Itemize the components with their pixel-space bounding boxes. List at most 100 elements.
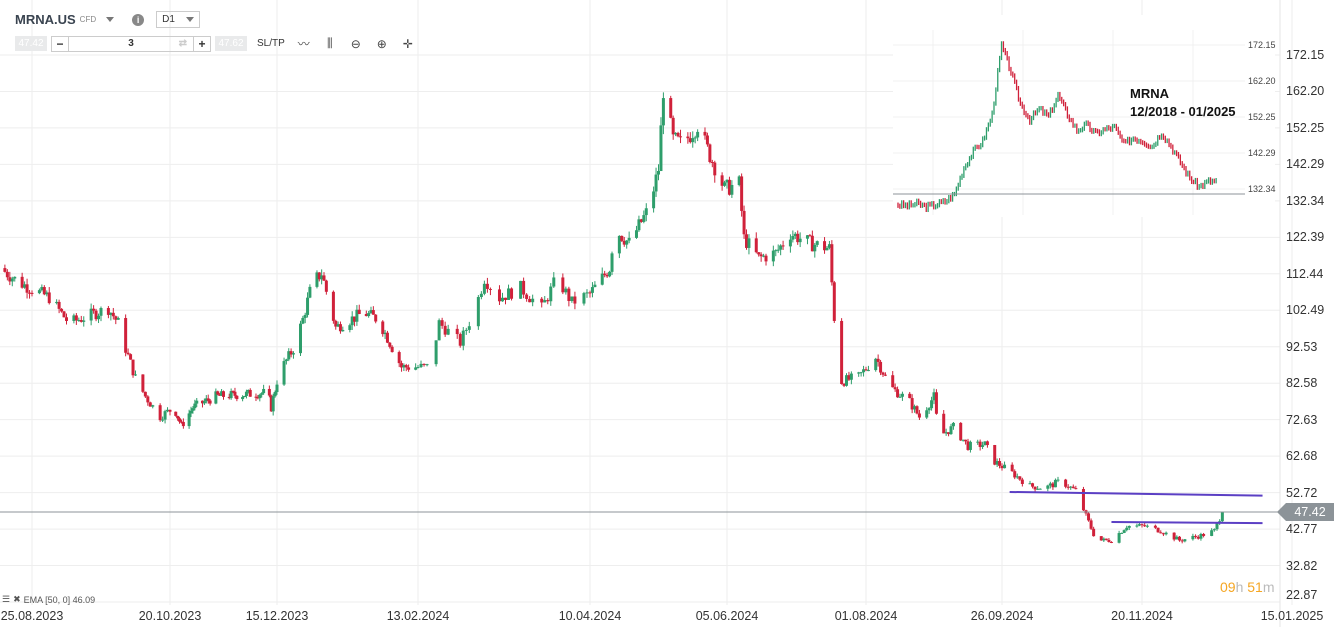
candle [244,389,248,399]
candle [774,249,778,257]
quantity-input[interactable]: 3 ⇄ [68,36,194,51]
candle-body [1003,464,1007,469]
quantity-stepper[interactable]: − 3 ⇄ + [51,35,211,52]
sltp-button[interactable]: SL/TP [257,38,285,49]
candle-body [708,144,712,163]
candle [1212,528,1216,532]
candle-body [567,288,571,302]
timeframe-select[interactable]: D1 [156,11,201,28]
candle [959,422,963,441]
candle [847,371,851,381]
trendline[interactable] [1009,490,1263,497]
candle [161,416,165,422]
candle-body [40,287,44,291]
candle-body [549,286,553,302]
inset-y-label: 172.15 [1248,40,1276,50]
candle [193,399,197,411]
candle-body [900,393,904,397]
info-icon[interactable]: i [132,13,145,26]
candle-body [79,320,83,322]
candle [504,297,508,305]
candle-body [585,292,589,294]
candle-body [289,351,293,355]
increase-button[interactable]: + [198,36,206,51]
zoom-out-icon[interactable]: ⊖ [350,36,361,51]
candle-body [1036,488,1040,490]
candle [464,327,468,335]
decrease-button[interactable]: − [56,36,64,51]
indicator-settings-icon[interactable]: ☰ [2,594,11,604]
candle [1064,478,1068,489]
candle [913,404,917,413]
candle-body [467,326,471,330]
crosshair-move-icon[interactable]: ✛ [402,36,413,51]
sell-button[interactable]: 47.42 [15,36,47,51]
swap-icon[interactable]: ⇄ [178,38,187,49]
candle [528,296,532,303]
line-chart-icon[interactable]: 〰 [297,37,310,51]
zoom-in-icon[interactable]: ⊕ [376,36,387,51]
candle-body [964,439,968,442]
candle-body [686,136,690,139]
candle-body [244,391,248,397]
candle-body [720,175,724,186]
candle [308,284,312,299]
candle [204,395,208,404]
candle [585,289,589,298]
symbol-dropdown-icon[interactable] [106,17,115,22]
candle [1020,477,1024,487]
y-tick-label: 82.58 [1286,376,1318,391]
candle [57,299,61,314]
candle-body [842,383,846,386]
candle [617,235,621,259]
candle-body [1104,538,1108,540]
candle [220,389,224,396]
indicator-remove-icon[interactable]: ✖ [13,594,21,604]
candle [510,287,514,301]
candle [1172,532,1176,542]
candle-body [1196,536,1200,539]
candle-body [308,286,312,298]
x-tick-label: 26.09.2024 [970,609,1034,623]
candle-body [781,245,785,247]
candle [866,365,870,372]
candle [208,398,212,406]
candle-body [883,374,887,376]
candle-body [97,315,101,320]
candle [271,393,275,416]
trendline[interactable] [1111,521,1263,525]
inset-y-label: 142.29 [1248,148,1276,158]
candle-body [573,296,577,304]
candle-body [55,301,59,304]
candle [1051,481,1055,490]
candle-body [282,361,286,385]
candle-body [959,422,963,441]
candle [696,129,700,142]
candle-body [1135,525,1139,527]
candle-body [1056,479,1060,481]
candle [634,225,638,239]
candle [742,205,746,239]
candle-body [713,162,717,176]
candle [686,132,690,144]
symbol-name[interactable]: MRNA.US [15,12,76,27]
candle-body [291,353,295,355]
candle [62,310,66,318]
candle [200,400,204,408]
candle [1069,485,1073,490]
candle [622,236,626,247]
candle [1180,538,1184,544]
candle [1191,533,1195,541]
candles-icon[interactable]: ⫼ [327,36,333,50]
buy-button[interactable]: 47.62 [215,36,247,51]
candle [669,95,673,119]
candle-body [983,441,987,446]
candle-body [231,391,235,393]
candle-body [1191,535,1195,540]
candle-body [72,315,76,321]
candle-body [815,241,819,245]
y-tick-label: 92.53 [1286,339,1318,354]
candle [40,284,44,292]
candle [301,315,305,325]
